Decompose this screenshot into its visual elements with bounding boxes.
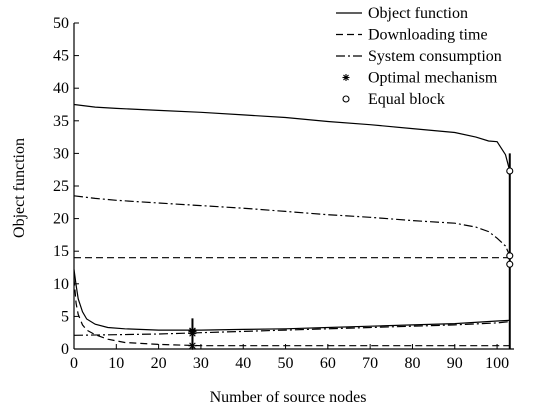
x-tick-label: 70 [362,355,378,372]
x-tick-label: 80 [404,355,420,372]
y-tick-label: 10 [53,276,69,293]
equal-block-marker [506,167,514,175]
legend-label: System consumption [368,48,502,65]
star-stroke [189,327,196,335]
y-tick-label: 0 [61,341,69,358]
equal-block-marker [506,252,514,260]
legend-label: Equal block [368,91,445,108]
x-axis-title: Number of source nodes [210,389,367,406]
x-tick-label: 50 [278,355,294,372]
y-tick-label: 25 [53,178,69,195]
x-tick-label: 60 [320,355,336,372]
y-tick-label: 15 [53,243,69,260]
x-tick-label: 10 [108,355,124,372]
y-tick-label: 50 [53,15,69,32]
y-tick-label: 40 [53,80,69,97]
x-tick-label: 90 [447,355,463,372]
y-axis-title: Object function [11,138,28,238]
x-tick-label: 0 [70,355,78,372]
legend: Object function Downloading time System co… [336,5,502,108]
y-tick-label: 35 [53,113,69,130]
legend-label: Object function [368,5,468,22]
series-line [73,269,510,331]
y-tick-label: 20 [53,211,69,228]
axes: 0 10 20 30 40 50 60 70 80 90 100 0 5 10 15 20 25 30 35 40 45… [53,15,514,372]
legend-swatch-circle [342,95,350,103]
x-tick-label: 100 [485,355,509,372]
legend-label: Optimal mechanism [368,70,498,87]
x-tick-label: 40 [235,355,251,372]
x-tick-label: 30 [193,355,209,372]
series-line [73,195,511,257]
series-layer [73,103,511,349]
star-stroke [343,74,349,81]
legend-swatch-star [342,74,350,81]
star-stroke [189,342,196,350]
equal-block-marker [506,260,514,268]
y-tick-label: 5 [61,308,69,325]
marker-layer [188,167,514,350]
optimal-mechanism-marker [188,341,197,350]
y-tick-label: 45 [53,48,69,65]
optimal-mechanism-marker [188,326,197,335]
y-tick-label: 30 [53,145,69,162]
series-line [73,103,511,172]
legend-label: Downloading time [368,27,488,44]
x-tick-label: 20 [151,355,167,372]
series-line [73,278,510,347]
